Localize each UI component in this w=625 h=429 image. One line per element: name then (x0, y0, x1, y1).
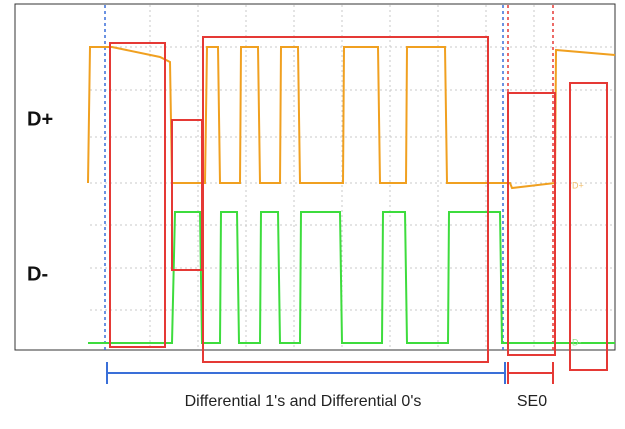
d-minus-trace (88, 211, 615, 344)
trace-marker: D+ (572, 180, 584, 190)
annotation: SE0 (517, 393, 547, 410)
trace-marker: D- (572, 337, 582, 347)
highlight-box (507, 92, 556, 356)
signal-label: D+ (27, 108, 53, 130)
highlight-box (569, 82, 608, 371)
highlight-box (109, 42, 166, 348)
highlight-box (202, 36, 489, 363)
signal-label: D- (27, 263, 48, 285)
se0-bracket (507, 362, 554, 384)
differential-bracket (106, 362, 506, 384)
scope-screen (14, 3, 616, 351)
annotation: Differential 1's and Differential 0's (185, 393, 422, 410)
